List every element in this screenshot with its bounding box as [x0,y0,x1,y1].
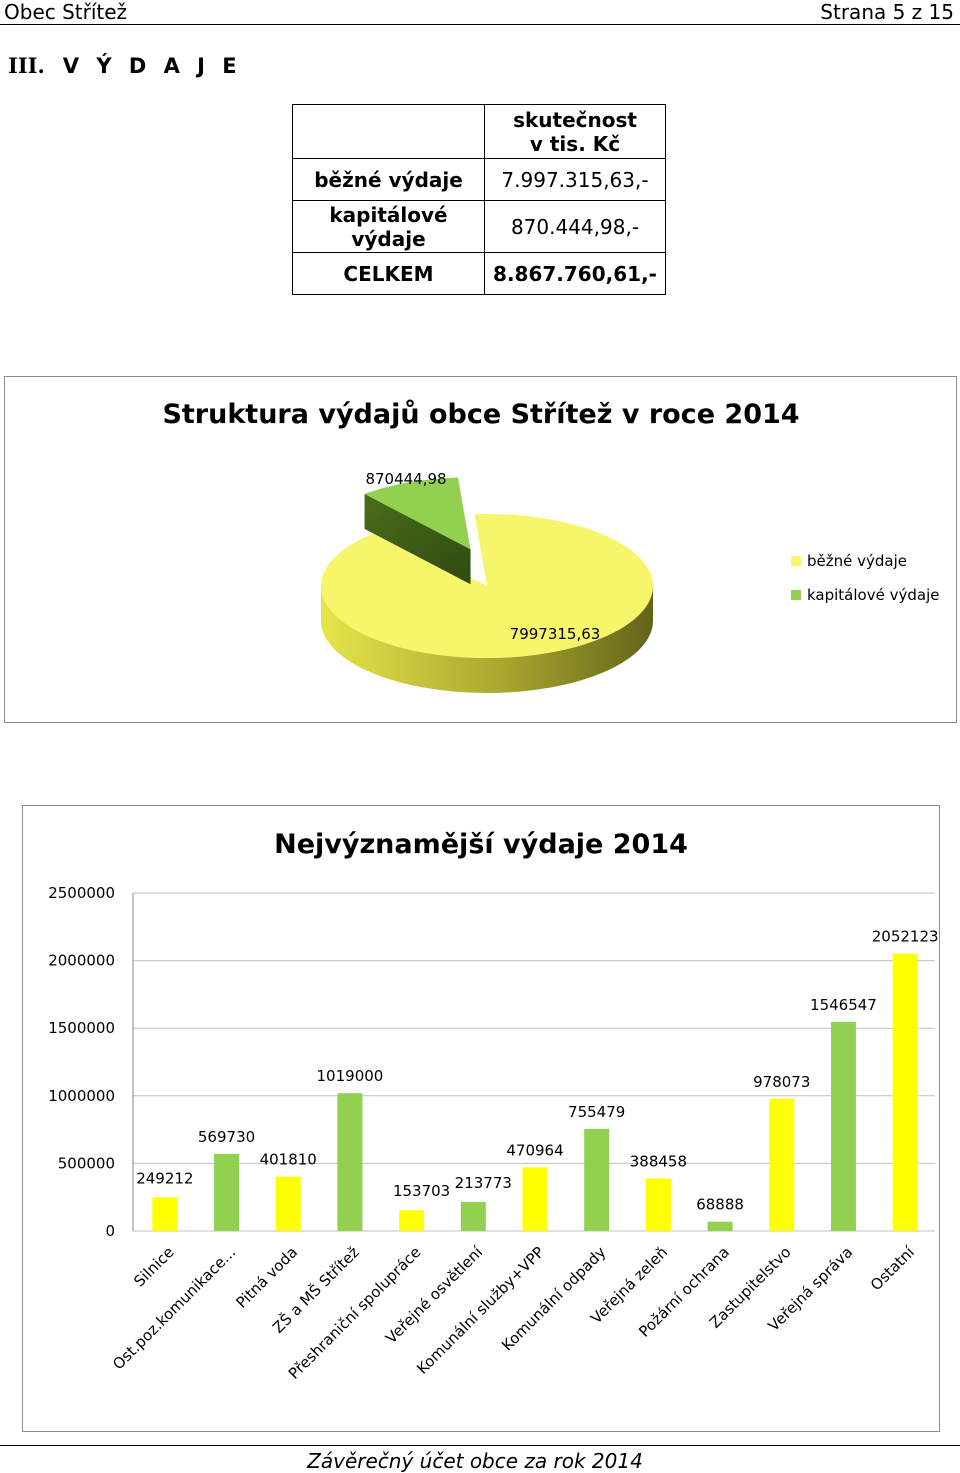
bar-8 [584,1128,610,1231]
pie-slice-kapitalove-side [364,493,471,585]
pie-label-bezne: 7997315,63 [510,625,601,643]
legend-swatch-bezne [791,556,801,566]
bar-1 [152,1197,178,1231]
table-row: CELKEM 8.867.760,61,- [292,252,666,295]
bar-value-label: 213773 [455,1174,512,1192]
bar-5 [399,1210,425,1231]
pie-chart-frame: Struktura výdajů obce Střítež v roce 201… [4,376,957,723]
table-column-header: skutečnost v tis. Kč [484,104,666,159]
row-label: CELKEM [292,252,485,295]
y-tick-label: 2000000 [48,952,115,970]
bar-12 [830,1021,856,1231]
legend-label-bezne: běžné výdaje [807,552,907,570]
table-header-row: skutečnost v tis. Kč [292,104,666,159]
y-tick-label: 500000 [58,1154,115,1172]
section-title: V Ý D A J E [62,54,242,78]
bar-value-label: 401810 [260,1151,317,1169]
section-number: III. [8,53,45,78]
pie-chart: Struktura výdajů obce Střítež v roce 201… [162,399,939,693]
bar-title: Nejvýznamější výdaje 2014 [274,829,688,860]
y-tick-label: 2500000 [48,884,115,902]
y-tick-label: 1000000 [48,1087,115,1105]
y-tick-label: 1500000 [48,1019,115,1037]
row-value: 7.997.315,63,- [484,158,666,201]
bar-7 [522,1167,548,1231]
bar-value-label: 1019000 [317,1067,384,1085]
bar-value-label: 388458 [630,1152,687,1170]
pie-slice-kapitalove [364,477,471,550]
bar-value-label: 153703 [393,1182,450,1200]
bar-11 [769,1098,795,1231]
bar-value-label: 68888 [696,1196,744,1214]
x-tick-label: Komunální odpady [498,1243,609,1354]
section-heading: III. V Ý D A J E [8,53,242,78]
summary-table: skutečnost v tis. Kč běžné výdaje 7.997.3… [292,104,666,295]
pie-label-kapitalove: 870444,98 [365,470,446,488]
row-label: kapitálové výdaje [292,200,485,253]
legend-swatch-kapitalove [791,590,801,600]
bar-3 [275,1176,301,1231]
pie-slice-bezne [321,514,654,658]
legend-label-kapitalove: kapitálové výdaje [807,586,939,604]
y-tick-label: 0 [105,1222,115,1240]
bar-6 [460,1202,486,1231]
table-row: běžné výdaje 7.997.315,63,- [292,158,666,201]
bar-10 [707,1221,733,1231]
bar-value-label: 2052123 [872,928,939,946]
header-divider [0,24,960,25]
bar-value-label: 1546547 [810,996,877,1014]
bar-value-label: 249212 [136,1169,193,1187]
x-tick-label: Komunální služby+VPP [413,1243,548,1378]
pie-legend: běžné výdaje kapitálové výdaje [791,552,939,604]
x-tick-label: Ostatní [867,1243,919,1295]
bar-chart: Nejvýznamější výdaje 2014 0 500000 1000000… [48,829,939,1383]
x-tick-label: Silnice [130,1243,177,1290]
x-tick-label: Ost.poz.komunikace... [109,1243,239,1373]
pie-slice-bezne-side [321,586,653,693]
table-corner-cell [292,104,485,159]
bar-13 [892,953,918,1231]
pie-title: Struktura výdajů obce Střítež v roce 201… [162,399,799,430]
bar-value-label: 569730 [198,1128,255,1146]
bar-value-label: 978073 [753,1073,810,1091]
header-page-number: Strana 5 z 15 [820,0,954,24]
table-row: kapitálové výdaje 870.444,98,- [292,200,666,253]
row-value: 870.444,98,- [484,200,666,253]
footer-text: Závěrečný účet obce za rok 2014 [307,1449,643,1473]
footer-divider [0,1445,960,1446]
bar-value-label: 755479 [568,1103,625,1121]
bar-4 [337,1093,363,1231]
bar-9 [645,1178,671,1231]
row-label: běžné výdaje [292,158,485,201]
bar-chart-frame: Nejvýznamější výdaje 2014 0 500000 1000000… [22,805,940,1432]
row-value: 8.867.760,61,- [484,252,666,295]
bar-value-label: 470964 [506,1141,563,1159]
header-municipality: Obec Střítež [4,0,128,24]
bar-2 [214,1153,240,1231]
